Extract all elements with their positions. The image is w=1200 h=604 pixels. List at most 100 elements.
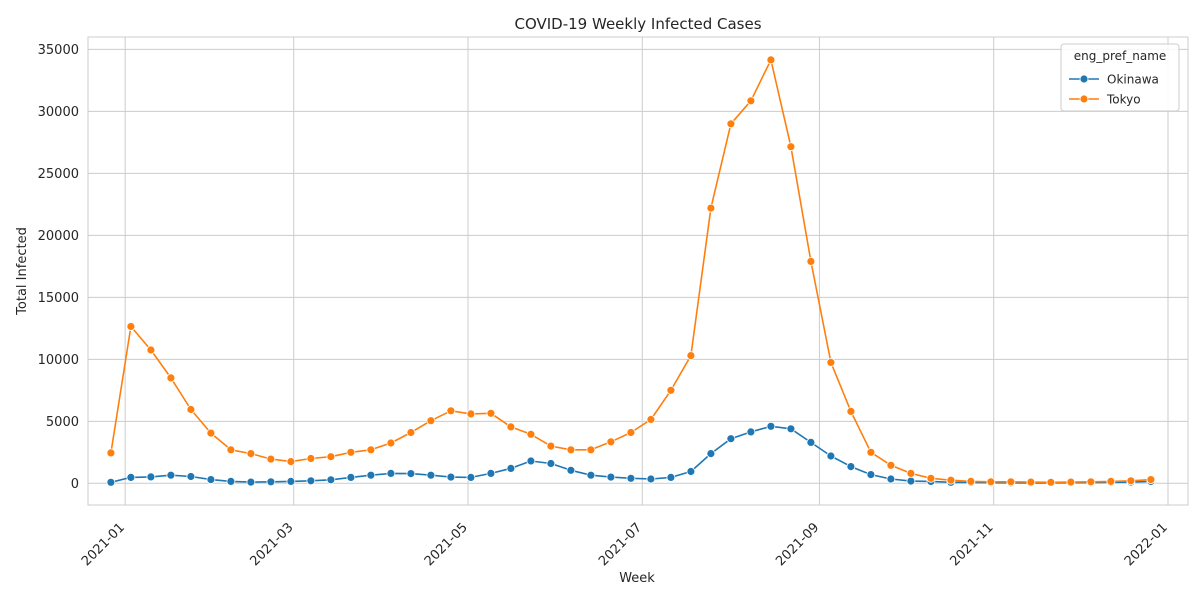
data-point-okinawa [686,467,696,476]
data-point-okinawa [446,472,456,482]
data-point-tokyo [606,437,616,447]
data-point-tokyo [506,422,516,432]
data-point-okinawa [786,424,796,434]
data-point-okinawa [726,434,736,444]
data-point-tokyo [1126,476,1136,486]
data-point-tokyo [266,454,276,464]
y-tick-label: 10000 [38,353,79,368]
data-point-okinawa [646,474,656,484]
legend: eng_pref_name Okinawa Tokyo [1060,43,1180,112]
data-point-tokyo [166,373,176,383]
data-point-okinawa [466,472,476,482]
data-point-okinawa [906,476,916,486]
x-axis-label: Week [619,571,655,586]
data-point-okinawa [626,473,636,483]
data-point-tokyo [906,468,916,478]
data-point-okinawa [266,477,276,487]
y-axis-label: Total Infected [15,227,30,316]
data-point-okinawa [586,470,596,480]
data-point-tokyo [766,55,776,65]
data-point-tokyo [726,119,736,129]
legend-swatch-marker [1079,94,1089,104]
data-point-tokyo [686,351,696,361]
data-point-tokyo [1066,477,1076,487]
data-point-okinawa [326,475,336,485]
data-point-okinawa [126,472,136,482]
data-point-tokyo [946,475,956,485]
legend-item-label: Tokyo [1106,93,1141,107]
data-point-okinawa [666,472,676,482]
data-point-okinawa [526,456,536,466]
data-point-tokyo [646,415,656,424]
data-point-okinawa [226,476,236,486]
data-point-tokyo [566,445,576,455]
data-point-tokyo [926,473,936,483]
data-point-tokyo [786,142,796,152]
data-point-okinawa [246,477,256,487]
data-point-okinawa [546,459,556,468]
data-point-okinawa [286,476,296,486]
data-point-okinawa [866,470,876,480]
data-point-okinawa [886,474,896,484]
data-point-tokyo [886,460,896,470]
data-point-tokyo [706,203,716,213]
data-point-tokyo [366,445,376,455]
data-point-tokyo [386,438,396,448]
data-point-tokyo [1046,477,1056,487]
data-point-tokyo [526,429,536,439]
y-tick-label: 5000 [46,415,79,430]
y-tick-label: 25000 [38,167,79,182]
data-point-okinawa [426,470,436,480]
data-point-okinawa [846,462,856,472]
data-point-okinawa [826,451,836,461]
legend-title: eng_pref_name [1074,49,1167,63]
data-point-tokyo [546,441,556,451]
data-point-tokyo [106,448,116,458]
data-point-tokyo [226,445,236,455]
data-point-tokyo [206,428,216,438]
data-point-okinawa [186,472,196,481]
data-point-tokyo [466,409,476,419]
data-point-okinawa [366,470,376,480]
data-point-tokyo [1006,477,1016,487]
data-point-tokyo [486,408,496,418]
y-tick-label: 30000 [38,105,79,120]
legend-box [1060,43,1180,112]
y-tick-label: 20000 [38,229,79,244]
data-point-okinawa [486,468,496,478]
data-point-tokyo [126,322,136,331]
data-point-tokyo [1026,477,1036,487]
data-point-okinawa [146,472,156,482]
legend-item-label: Okinawa [1107,73,1159,87]
data-point-tokyo [406,428,416,437]
data-point-tokyo [146,345,156,355]
data-point-okinawa [166,470,176,480]
data-point-tokyo [326,452,336,462]
data-point-okinawa [606,472,616,482]
data-point-tokyo [426,416,436,426]
plot-frame [87,36,1189,506]
data-point-tokyo [586,445,596,455]
data-point-okinawa [766,421,776,431]
data-point-tokyo [626,428,636,437]
data-point-tokyo [306,454,316,463]
data-point-tokyo [986,477,996,487]
data-point-tokyo [666,385,676,395]
legend-swatch-marker [1079,74,1089,84]
data-point-tokyo [746,96,756,106]
data-point-tokyo [806,256,816,266]
data-point-okinawa [386,468,396,478]
data-point-tokyo [346,447,356,457]
data-point-tokyo [1086,477,1096,487]
data-point-okinawa [746,427,756,437]
data-point-tokyo [866,447,876,457]
data-point-tokyo [286,457,296,467]
data-point-tokyo [846,406,856,416]
data-point-tokyo [186,405,196,414]
y-tick-label: 0 [71,477,79,492]
data-point-tokyo [1106,476,1116,486]
y-tick-label: 35000 [38,43,79,58]
data-point-okinawa [206,475,216,485]
